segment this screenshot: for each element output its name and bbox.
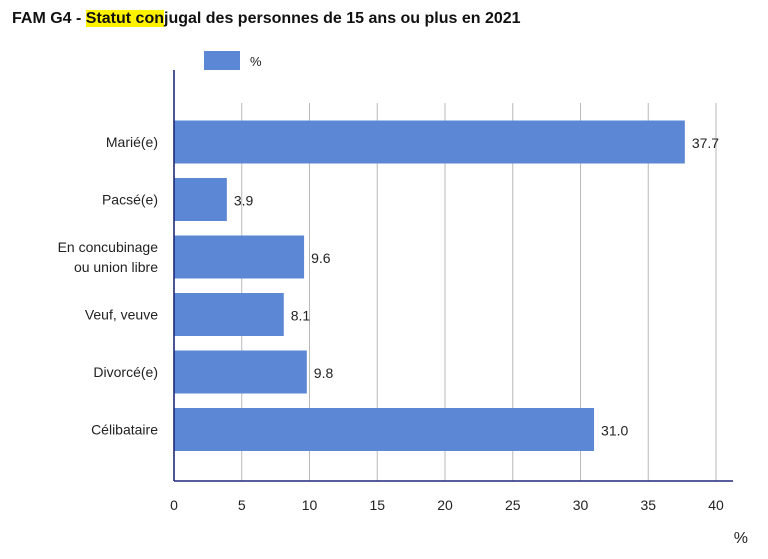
category-label: ou union libre bbox=[74, 259, 158, 275]
x-tick-label: 40 bbox=[708, 497, 724, 513]
category-label: Divorcé(e) bbox=[93, 364, 158, 380]
value-label: 9.6 bbox=[311, 250, 331, 266]
bar bbox=[174, 178, 227, 221]
category-label: Veuf, veuve bbox=[85, 307, 158, 323]
value-label: 8.1 bbox=[291, 308, 311, 324]
x-axis-unit-label: % bbox=[734, 530, 748, 547]
category-label: Marié(e) bbox=[106, 134, 158, 150]
category-label: Célibataire bbox=[91, 422, 158, 438]
x-tick-label: 10 bbox=[302, 497, 318, 513]
chart-title: FAM G4 - Statut conjugal des personnes d… bbox=[12, 10, 521, 28]
value-label: 9.8 bbox=[314, 365, 334, 381]
x-tick-label: 15 bbox=[369, 497, 385, 513]
chart-title-highlight: Statut con bbox=[85, 10, 164, 27]
bar bbox=[174, 408, 595, 451]
category-label: Pacsé(e) bbox=[102, 192, 158, 208]
value-label: 3.9 bbox=[234, 193, 254, 209]
axes: % bbox=[173, 70, 748, 547]
x-tick-label: 35 bbox=[640, 497, 656, 513]
value-label: 31.0 bbox=[601, 423, 628, 439]
bar bbox=[174, 235, 305, 279]
x-tick-label: 5 bbox=[238, 497, 246, 513]
tick-labels: 0 5 10 15 20 25 30 35 40 bbox=[170, 497, 724, 513]
x-tick-label: 20 bbox=[437, 497, 453, 513]
chart-title-prefix: FAM G4 - bbox=[12, 10, 86, 27]
bars bbox=[174, 120, 685, 451]
x-tick-label: 0 bbox=[170, 497, 178, 513]
legend: % bbox=[204, 51, 262, 70]
bar bbox=[174, 120, 685, 164]
bar bbox=[174, 350, 307, 394]
value-label: 37.7 bbox=[692, 135, 719, 151]
chart-title-rest: jugal des personnes de 15 ans ou plus en… bbox=[164, 10, 521, 27]
value-labels: 37.7 3.9 9.6 8.1 9.8 31.0 bbox=[234, 135, 719, 439]
category-label: En concubinage bbox=[58, 239, 159, 255]
legend-label: % bbox=[250, 54, 262, 69]
bar bbox=[174, 293, 284, 336]
legend-swatch bbox=[204, 51, 240, 70]
category-labels: Marié(e) Pacsé(e) En concubinage ou union l… bbox=[58, 134, 159, 438]
x-tick-label: 30 bbox=[573, 497, 589, 513]
x-tick-label: 25 bbox=[505, 497, 521, 513]
